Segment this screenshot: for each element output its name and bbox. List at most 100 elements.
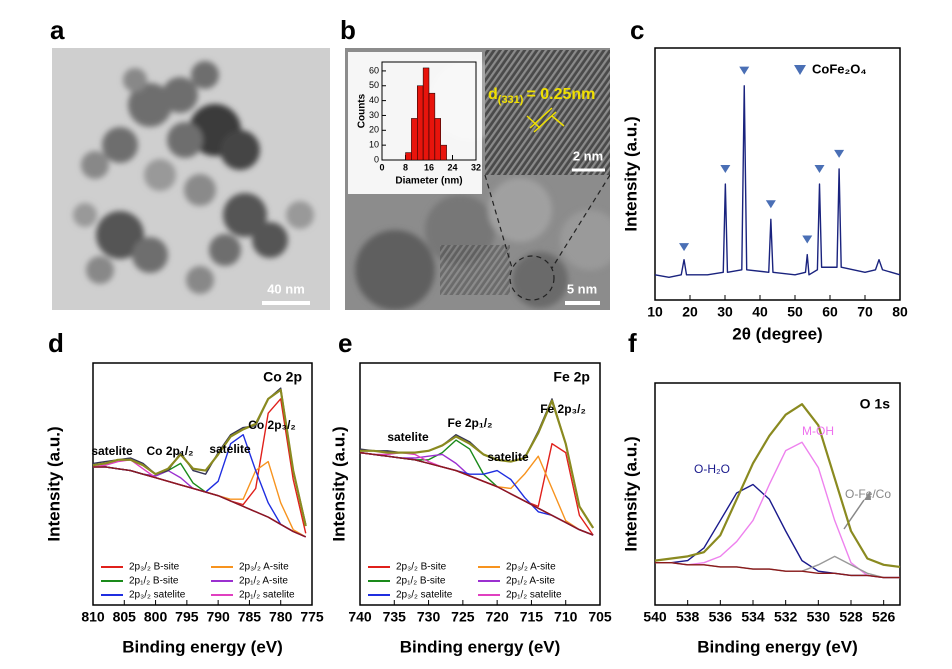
histogram-bar	[434, 118, 441, 161]
x-tick-label: 730	[417, 608, 441, 624]
x-tick-label: 70	[857, 303, 873, 319]
x-tick-label: 540	[643, 608, 667, 624]
x-tick-label: 8	[403, 162, 408, 172]
data-line	[93, 466, 307, 538]
y-tick-label: 20	[369, 125, 379, 135]
peak-marker	[802, 235, 813, 244]
annotation: O 1s	[860, 396, 891, 412]
plot-frame	[359, 362, 601, 606]
chart: 0 8 16 24 32 0 10 20 30 40 50 60 Diameter (nm) Counts	[357, 61, 481, 187]
chart: 810 805 800 795 790 785 780 775 Binding energy (…	[44, 362, 324, 656]
x-tick-label: 705	[588, 608, 612, 624]
data-line	[359, 451, 594, 536]
legend-label: 2p₁/₂ B-site	[396, 576, 446, 587]
peak-marker	[679, 243, 690, 252]
x-axis-label: Binding energy (eV)	[122, 637, 283, 656]
peak-marker	[765, 200, 776, 209]
annotation: Co 2p	[263, 369, 302, 385]
x-tick-label: 534	[741, 608, 765, 624]
x-tick-label: 0	[379, 162, 384, 172]
histogram-bar	[417, 85, 424, 161]
annotation: O-Fe/Co	[845, 487, 891, 501]
x-tick-label: 50	[787, 303, 803, 319]
tem-image-b: d(331) = 0.25nm 2 nm 5 nm	[345, 48, 610, 310]
panel-label: c	[630, 15, 644, 45]
legend-label: 2p₃/₂ satelite	[129, 590, 186, 601]
x-axis-label: Binding energy (eV)	[400, 637, 561, 656]
data-line	[359, 451, 594, 536]
data-line	[654, 85, 901, 279]
data-line	[360, 399, 595, 529]
x-tick-label: 526	[872, 608, 896, 624]
panel-label: b	[340, 15, 356, 45]
peak-marker	[739, 66, 750, 75]
panel-label: a	[50, 15, 65, 45]
y-axis-label: Intensity (a.u.)	[44, 426, 63, 541]
x-tick-label: 532	[774, 608, 798, 624]
legend-label: 2p₃/₂ satelite	[396, 590, 453, 601]
x-tick-label: 735	[383, 608, 407, 624]
chart: 540 538 536 534 532 530 528 526 Binding energy (…	[621, 382, 901, 656]
x-tick-label: 800	[144, 608, 168, 624]
x-tick-label: 795	[175, 608, 199, 624]
histogram-bar	[440, 144, 447, 161]
annotation: satelite	[209, 442, 251, 456]
peak-marker	[834, 149, 845, 158]
x-tick-label: 740	[348, 608, 372, 624]
annotation: satelite	[387, 430, 429, 444]
x-tick-label: 32	[471, 162, 481, 172]
scale-bar-label: 5 nm	[567, 281, 597, 296]
legend-label: 2p₃/₂ B-site	[396, 562, 447, 573]
data-line	[359, 451, 594, 536]
x-tick-label: 10	[647, 303, 663, 319]
plot-frame	[654, 47, 901, 301]
legend-label: 2p₃/₂ A-site	[239, 562, 289, 573]
x-tick-label: 16	[424, 162, 434, 172]
legend-label: 2p₃/₂ B-site	[129, 562, 180, 573]
y-axis-label: Intensity (a.u.)	[329, 426, 348, 541]
x-axis-label: Binding energy (eV)	[697, 637, 858, 656]
x-tick-label: 780	[269, 608, 293, 624]
peak-marker	[814, 164, 825, 173]
x-tick-label: 710	[554, 608, 578, 624]
x-tick-label: 30	[717, 303, 733, 319]
legend-marker	[794, 65, 806, 75]
y-axis-label: Intensity (a.u.)	[621, 116, 640, 231]
annotation: Fe 2p₃/₂	[540, 402, 586, 416]
d-spacing: d(331) = 0.25nm	[488, 86, 595, 106]
x-axis-label: Diameter (nm)	[395, 176, 462, 187]
x-tick-label: 790	[206, 608, 230, 624]
legend-label: 2p₃/₂ A-site	[506, 562, 556, 573]
x-tick-label: 60	[822, 303, 838, 319]
x-tick-label: 715	[520, 608, 544, 624]
panel-label: e	[338, 328, 352, 358]
annotation: M-OH	[802, 424, 834, 438]
plot-frame	[654, 382, 901, 606]
scale-bar-label: 40 nm	[267, 281, 305, 296]
data-line	[93, 466, 307, 538]
y-tick-label: 0	[374, 154, 379, 164]
panel-label: f	[628, 328, 637, 358]
legend-label: 2p₁/₂ A-site	[506, 576, 555, 587]
legend-label: 2p₁/₂ satelite	[506, 590, 562, 601]
arrow-head	[864, 491, 871, 500]
x-tick-label: 20	[682, 303, 698, 319]
x-tick-label: 530	[807, 608, 831, 624]
data-line	[92, 459, 307, 538]
data-line	[359, 439, 594, 536]
x-tick-label: 80	[892, 303, 908, 319]
chart: 10 20 30 40 50 60 70 80 2θ (degree) Intensity (a.…	[621, 47, 908, 343]
annotation: Co 2p₃/₂	[248, 418, 296, 432]
y-tick-label: 50	[369, 80, 379, 90]
data-line	[359, 451, 594, 536]
data-line	[654, 403, 901, 569]
y-tick-label: 10	[369, 140, 379, 150]
data-line	[92, 388, 307, 527]
annotation-arrow	[843, 499, 865, 530]
panel-label: d	[48, 328, 64, 358]
inset-scale-bar-label: 2 nm	[573, 148, 603, 163]
x-tick-label: 536	[709, 608, 733, 624]
x-tick-label: 775	[300, 608, 324, 624]
x-tick-label: 24	[447, 162, 457, 172]
